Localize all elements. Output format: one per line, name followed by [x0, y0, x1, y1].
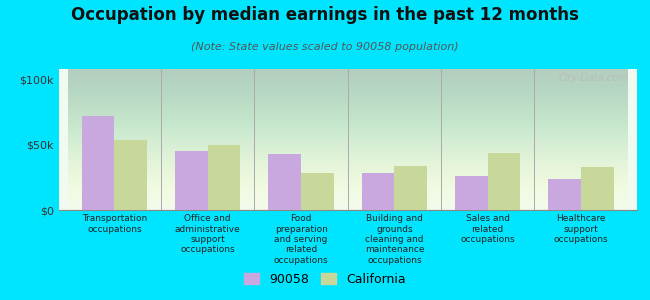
Text: City-Data.com: City-Data.com: [559, 73, 629, 83]
Bar: [82, 116, 114, 210]
Bar: [268, 154, 301, 210]
Text: (Note: State values scaled to 90058 population): (Note: State values scaled to 90058 popu…: [191, 42, 459, 52]
Bar: [175, 151, 208, 210]
Bar: [362, 173, 395, 210]
Bar: [581, 167, 614, 210]
Legend: 90058, California: 90058, California: [239, 268, 411, 291]
Bar: [488, 153, 521, 210]
Bar: [208, 145, 240, 210]
Bar: [455, 176, 488, 210]
Text: Occupation by median earnings in the past 12 months: Occupation by median earnings in the pas…: [71, 6, 579, 24]
Bar: [395, 166, 427, 210]
Bar: [114, 140, 147, 210]
Bar: [301, 173, 333, 210]
Bar: [549, 179, 581, 210]
